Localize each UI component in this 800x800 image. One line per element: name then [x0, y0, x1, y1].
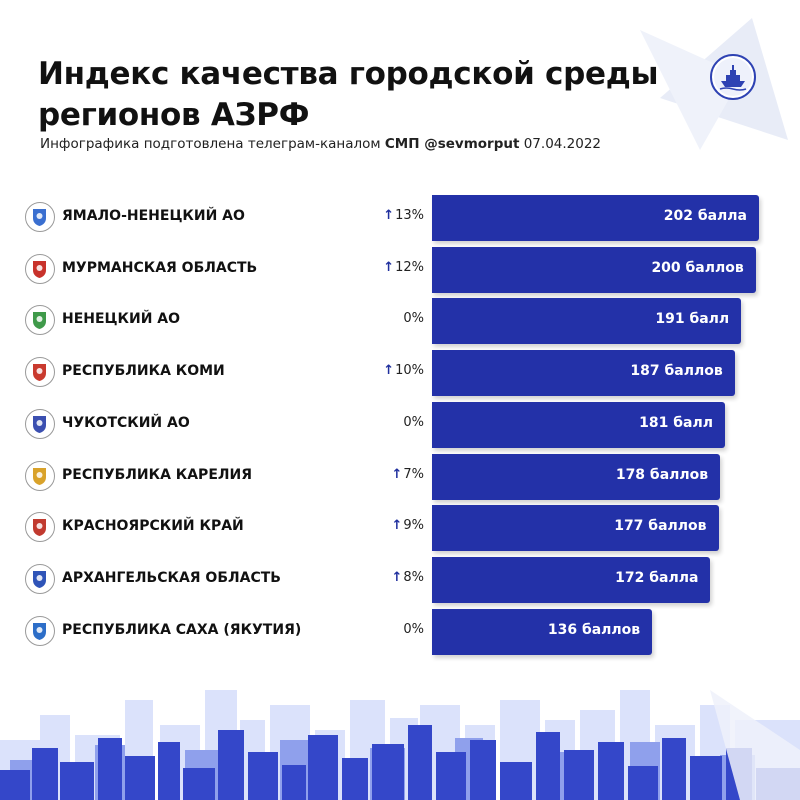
bar-value-label: 202 балла	[663, 208, 747, 224]
arrow-up-icon: ↑	[391, 518, 403, 534]
bar: 136 баллов	[432, 608, 653, 655]
chart-row: ЧУКОТСКИЙ АО 0% 181 балл	[0, 401, 800, 448]
category-label: РЕСПУБЛИКА САХА (ЯКУТИЯ)	[62, 621, 302, 638]
change-value: 10%	[395, 363, 424, 379]
bar: 178 баллов	[432, 453, 721, 500]
subtitle-channel: СМП @sevmorput	[384, 136, 520, 152]
change-label: ↑12%	[340, 260, 424, 275]
bar: 202 балла	[432, 195, 759, 241]
category-label: ЧУКОТСКИЙ АО	[62, 414, 190, 431]
bar-value-label: 200 баллов	[651, 259, 744, 276]
arkhangelsk-emblem-icon	[25, 563, 55, 594]
change-label: ↑8%	[340, 570, 424, 585]
bar-value-label: 181 балл	[639, 414, 713, 431]
yamal-emblem-icon	[25, 202, 55, 232]
change-label: 0%	[340, 415, 424, 430]
change-value: 13%	[395, 208, 424, 223]
change-label: ↑10%	[340, 363, 424, 378]
category-label: РЕСПУБЛИКА КАРЕЛИЯ	[62, 466, 253, 483]
chart-row: РЕСПУБЛИКА КОМИ ↑10% 187 баллов	[0, 350, 800, 397]
page-title: Индекс качества городской среды регионов…	[38, 54, 678, 136]
chart-row: ЯМАЛО-НЕНЕЦКИЙ АО ↑13% 202 балла	[0, 195, 800, 241]
category-label: КРАСНОЯРСКИЙ КРАЙ	[62, 518, 244, 535]
change-label: ↑7%	[340, 467, 424, 482]
chart-row: РЕСПУБЛИКА КАРЕЛИЯ ↑7% 178 баллов	[0, 453, 800, 500]
subtitle: Инфографика подготовлена телеграм-канало…	[40, 136, 601, 152]
bar-value-label: 191 балл	[655, 311, 730, 328]
change-value: 8%	[403, 569, 424, 585]
arrow-up-icon: ↑	[383, 363, 395, 379]
chart-row: РЕСПУБЛИКА САХА (ЯКУТИЯ) 0% 136 баллов	[0, 608, 800, 655]
bar: 191 балл	[432, 298, 742, 345]
change-value: 9%	[403, 518, 424, 534]
change-label: ↑13%	[340, 208, 424, 223]
arrow-up-icon: ↑	[383, 208, 395, 223]
nenets-emblem-icon	[25, 305, 55, 336]
bar-value-label: 177 баллов	[614, 518, 707, 535]
bar-value-label: 178 баллов	[615, 466, 709, 483]
category-label: МУРМАНСКАЯ ОБЛАСТЬ	[62, 259, 258, 276]
decor-triangle-top-light	[640, 30, 742, 150]
chart-row: МУРМАНСКАЯ ОБЛАСТЬ ↑12% 200 баллов	[0, 246, 800, 293]
change-label: ↑9%	[340, 518, 424, 533]
chukotka-emblem-icon	[25, 408, 55, 439]
bar-value-label: 187 баллов	[630, 363, 723, 380]
change-value: 0%	[403, 311, 424, 327]
category-label: АРХАНГЕЛЬСКАЯ ОБЛАСТЬ	[62, 569, 281, 586]
bar-value-label: 136 баллов	[547, 621, 641, 638]
category-label: НЕНЕЦКИЙ АО	[62, 311, 181, 328]
bar: 187 баллов	[432, 350, 735, 397]
arrow-up-icon: ↑	[391, 569, 403, 585]
sakha-emblem-icon	[25, 615, 55, 646]
chart-row: КРАСНОЯРСКИЙ КРАЙ ↑9% 177 баллов	[0, 505, 800, 552]
subtitle-prefix: Инфографика подготовлена телеграм-канало…	[40, 136, 385, 152]
category-label: ЯМАЛО-НЕНЕЦКИЙ АО	[62, 208, 245, 224]
change-value: 0%	[403, 621, 424, 637]
bar: 177 баллов	[432, 505, 719, 552]
chart-row: НЕНЕЦКИЙ АО 0% 191 балл	[0, 298, 800, 345]
title-line-2: регионов АЗРФ	[38, 97, 310, 133]
ship-logo-icon	[710, 54, 756, 100]
karelia-emblem-icon	[25, 460, 55, 491]
title-line-1: Индекс качества городской среды	[38, 56, 659, 92]
subtitle-date: 07.04.2022	[523, 136, 602, 152]
chart-row: АРХАНГЕЛЬСКАЯ ОБЛАСТЬ ↑8% 172 балла	[0, 556, 800, 603]
change-label: 0%	[340, 311, 424, 326]
category-label: РЕСПУБЛИКА КОМИ	[62, 363, 225, 380]
decor-triangle-bottom	[710, 690, 800, 800]
bar: 200 баллов	[432, 246, 756, 293]
bar-value-label: 172 балла	[615, 569, 699, 586]
komi-emblem-icon	[25, 357, 55, 388]
krasnoyarsk-emblem-icon	[25, 512, 55, 543]
bar: 172 балла	[432, 556, 711, 603]
change-value: 12%	[395, 259, 424, 275]
murmansk-emblem-icon	[25, 253, 55, 284]
arrow-up-icon: ↑	[383, 259, 395, 275]
city-skyline-front	[0, 725, 800, 800]
bar: 181 балл	[432, 401, 725, 448]
arrow-up-icon: ↑	[391, 466, 403, 482]
change-value: 7%	[403, 466, 424, 482]
change-label: 0%	[340, 622, 424, 637]
change-value: 0%	[403, 414, 424, 430]
